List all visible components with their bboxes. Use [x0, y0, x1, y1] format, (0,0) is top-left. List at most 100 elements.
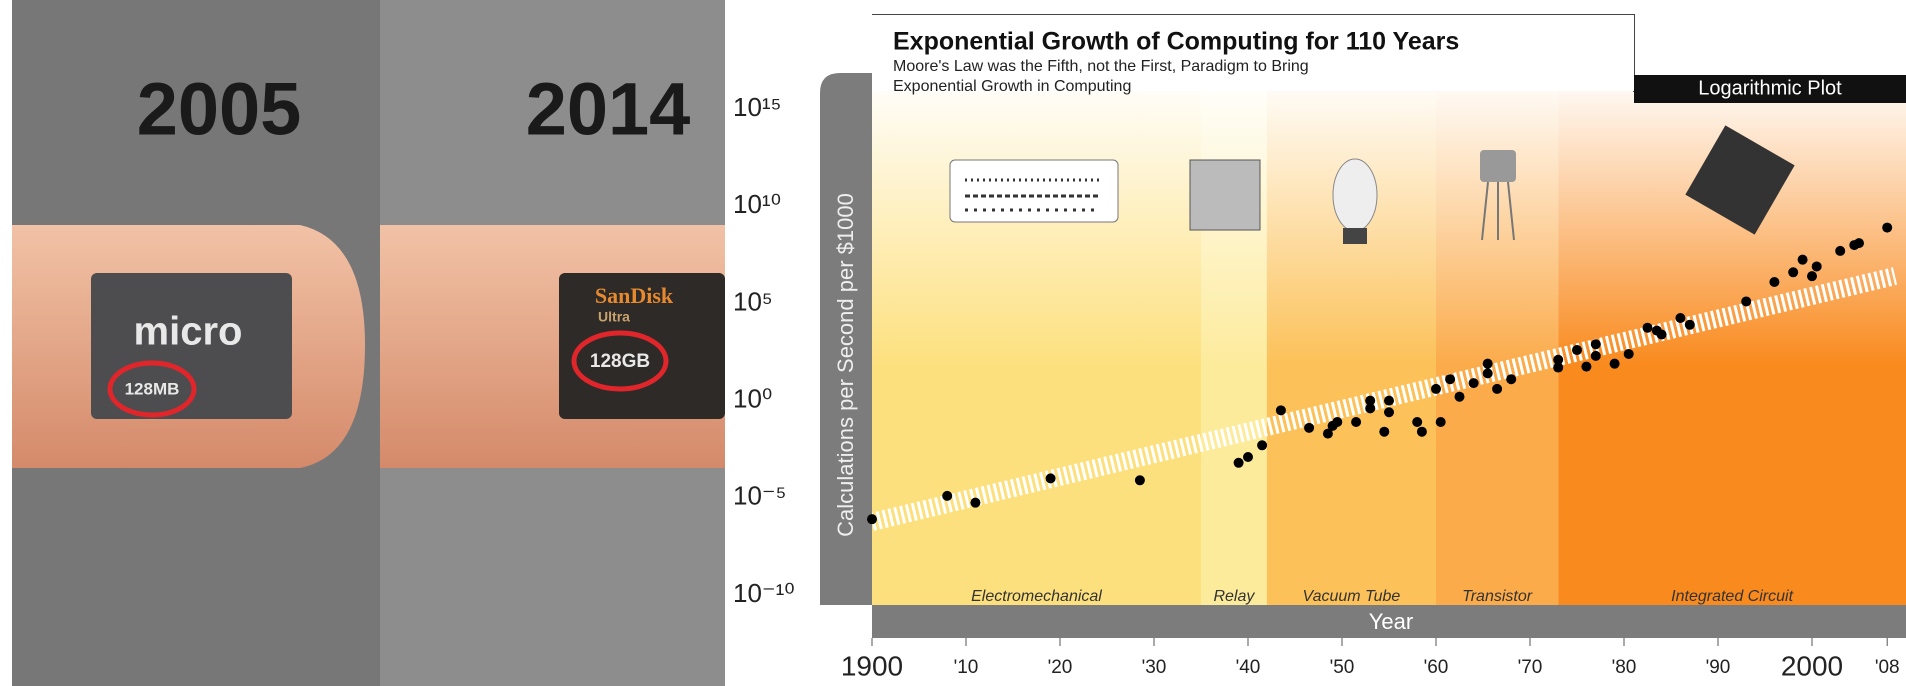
data-point: [1553, 354, 1564, 365]
scale-note-box: [1634, 75, 1906, 103]
relay-icon: [1189, 159, 1261, 231]
data-point: [1684, 319, 1695, 330]
y-tick-label: 10¹⁵: [733, 92, 781, 122]
x-tick-label: '30: [1142, 657, 1167, 678]
x-tick-label: '50: [1330, 657, 1355, 678]
data-point: [1045, 473, 1056, 484]
y-tick-label: 10⁰: [733, 383, 772, 413]
data-point: [1243, 451, 1253, 462]
data-point: [1797, 254, 1808, 265]
data-point: [942, 490, 953, 501]
data-point: [1590, 350, 1601, 361]
era-label: Vacuum Tube: [1302, 588, 1400, 605]
data-point: [1304, 422, 1315, 433]
x-tick-label: 1900: [841, 650, 903, 681]
data-point: [1572, 345, 1582, 356]
data-point: [1384, 395, 1394, 406]
era-label: Relay: [1213, 588, 1255, 605]
year-label: 2014: [526, 68, 691, 151]
data-point: [1275, 405, 1286, 416]
photo: 2005 2014 micro 128MB SanDisk Ultra 128G…: [12, 0, 725, 686]
data-point: [1257, 440, 1268, 451]
data-point: [1332, 416, 1343, 427]
x-tick-label: 2000: [1781, 650, 1843, 681]
y-tick-label: 10⁻⁵: [733, 481, 786, 511]
data-point: [1365, 395, 1376, 406]
data-point: [1482, 368, 1493, 379]
data-point: [1384, 407, 1394, 418]
y-tick-label: 10⁻¹⁰: [733, 578, 795, 608]
data-point: [1553, 362, 1564, 373]
data-point: [1811, 261, 1822, 272]
data-point: [970, 497, 981, 508]
x-tick-label: '10: [954, 657, 979, 678]
data-point: [1412, 416, 1423, 427]
card-capacity: 128GB: [590, 351, 650, 372]
card-capacity: 128MB: [125, 379, 180, 398]
chart-subtitle: Moore's Law was the Fifth, not the First…: [893, 58, 1309, 75]
data-point: [1416, 426, 1427, 437]
data-point: [1581, 361, 1592, 372]
data-point: [1351, 416, 1362, 427]
vacuum-tube-icon: [1332, 158, 1378, 232]
scale-note: Logarithmic Plot: [1698, 77, 1842, 99]
x-tick-label: '60: [1424, 657, 1449, 678]
data-point: [1675, 312, 1686, 323]
data-point: [1322, 428, 1333, 439]
chip-icon: [1685, 125, 1795, 235]
x-axis-label: Year: [1369, 609, 1413, 634]
x-tick-label: '08: [1875, 657, 1900, 678]
data-point: [1609, 358, 1620, 369]
era-label: Transistor: [1462, 588, 1533, 605]
punch-card-icon: [949, 159, 1119, 223]
card-brand: SanDisk: [595, 283, 674, 308]
data-point: [1506, 374, 1517, 385]
data-point: [1741, 296, 1752, 307]
trend-band: [869, 267, 1898, 531]
era-label: Integrated Circuit: [1671, 588, 1793, 605]
transistor-icon: [1480, 150, 1516, 182]
y-tick-label: 10⁵: [733, 286, 773, 316]
year-label: 2005: [137, 68, 302, 151]
highlight-circle: [571, 330, 669, 392]
y-axis-label: Calculations per Second per $1000: [833, 193, 858, 537]
x-tick-label: '40: [1236, 657, 1261, 678]
chart-title: Exponential Growth of Computing for 110 …: [893, 28, 1459, 56]
data-point: [1590, 339, 1601, 350]
y-axis-bar: [820, 73, 872, 605]
data-point: [1882, 222, 1893, 233]
y-tick-label: 10¹⁰: [733, 189, 781, 219]
card-line: Ultra: [598, 309, 630, 325]
sd-card: [91, 273, 292, 419]
data-point: [1445, 374, 1456, 385]
highlight-circle: [107, 360, 197, 418]
chart-subtitle: Exponential Growth in Computing: [893, 78, 1131, 95]
data-point: [1233, 457, 1244, 468]
data-point: [1468, 378, 1479, 389]
data-point: [867, 514, 877, 525]
data-point: [1435, 416, 1446, 427]
data-point: [1769, 277, 1780, 288]
data-point: [1807, 271, 1817, 282]
data-point: [1365, 403, 1376, 414]
data-point: [1134, 475, 1145, 486]
data-point: [1623, 348, 1634, 359]
data-point: [1492, 383, 1503, 394]
data-point: [1379, 426, 1390, 437]
x-tick-label: '70: [1518, 657, 1543, 678]
card-brand: micro: [134, 310, 243, 354]
data-point: [1656, 329, 1667, 340]
transistor-icon: [1481, 181, 1515, 241]
data-point: [1835, 245, 1846, 256]
x-axis-bar: [872, 605, 1906, 638]
data-point: [1431, 383, 1441, 394]
x-tick-label: '90: [1706, 657, 1731, 678]
data-point: [1454, 391, 1465, 402]
x-tick-label: '20: [1048, 657, 1073, 678]
data-point: [1854, 238, 1864, 249]
data-point: [1642, 322, 1653, 333]
vacuum-tube-icon: [1343, 228, 1367, 244]
sd-card: [559, 273, 725, 419]
